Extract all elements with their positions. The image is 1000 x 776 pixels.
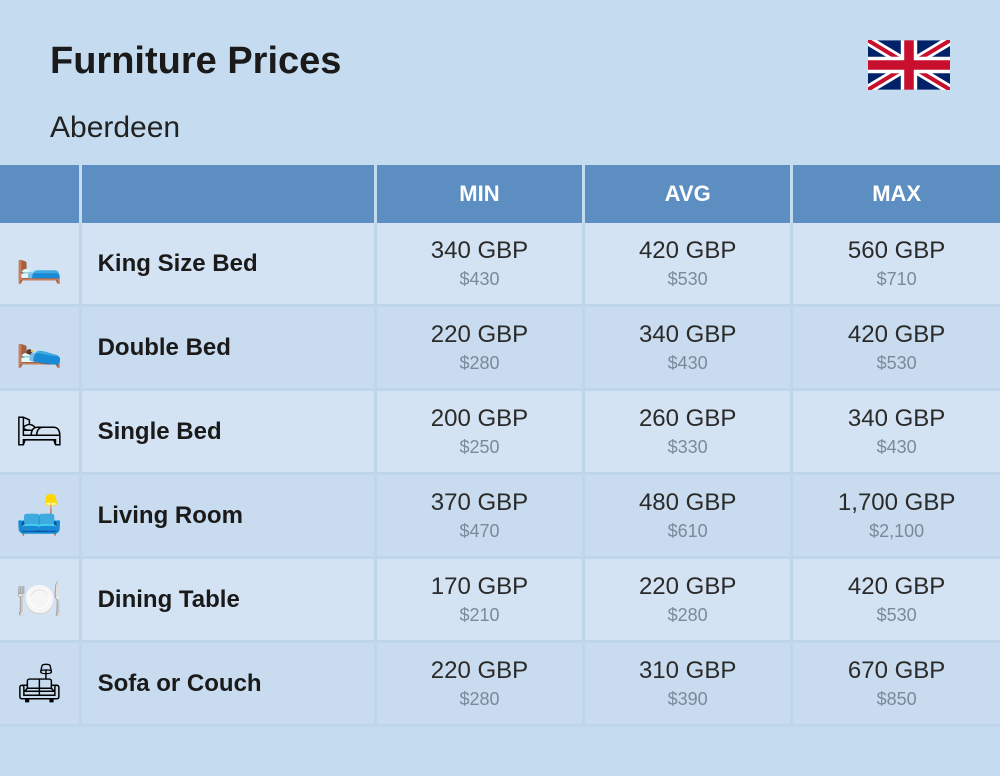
- price-usd: $430: [387, 269, 572, 290]
- table-row: 🛋 Sofa or Couch 220 GBP $280 310 GBP $39…: [0, 642, 1000, 726]
- price-gbp: 340 GBP: [803, 405, 990, 433]
- item-icon: 🛋: [0, 642, 80, 726]
- item-name: Dining Table: [80, 558, 375, 642]
- price-min: 200 GBP $250: [375, 390, 583, 474]
- price-gbp: 670 GBP: [803, 657, 990, 685]
- price-gbp: 370 GBP: [387, 489, 572, 517]
- price-avg: 310 GBP $390: [584, 642, 792, 726]
- price-usd: $210: [387, 605, 572, 626]
- price-usd: $610: [595, 521, 780, 542]
- table-row: 🛌 Double Bed 220 GBP $280 340 GBP $430 4…: [0, 306, 1000, 390]
- price-gbp: 260 GBP: [595, 405, 780, 433]
- header-icon-col: [0, 165, 80, 223]
- item-name: Single Bed: [80, 390, 375, 474]
- item-name: King Size Bed: [80, 223, 375, 306]
- price-max: 340 GBP $430: [792, 390, 1000, 474]
- price-min: 170 GBP $210: [375, 558, 583, 642]
- price-min: 340 GBP $430: [375, 223, 583, 306]
- price-gbp: 220 GBP: [595, 573, 780, 601]
- price-max: 420 GBP $530: [792, 558, 1000, 642]
- price-max: 1,700 GBP $2,100: [792, 474, 1000, 558]
- price-table: MIN AVG MAX 🛏️ King Size Bed 340 GBP $43…: [0, 165, 1000, 727]
- item-icon: 🛏: [0, 390, 80, 474]
- price-usd: $280: [387, 353, 572, 374]
- price-gbp: 420 GBP: [595, 237, 780, 265]
- price-max: 670 GBP $850: [792, 642, 1000, 726]
- price-usd: $710: [803, 269, 990, 290]
- price-min: 220 GBP $280: [375, 642, 583, 726]
- price-usd: $530: [803, 353, 990, 374]
- item-name: Living Room: [80, 474, 375, 558]
- price-gbp: 310 GBP: [595, 657, 780, 685]
- table-row: 🛏 Single Bed 200 GBP $250 260 GBP $330 3…: [0, 390, 1000, 474]
- item-name: Sofa or Couch: [80, 642, 375, 726]
- price-usd: $390: [595, 689, 780, 710]
- price-usd: $330: [595, 437, 780, 458]
- item-icon: 🛏️: [0, 223, 80, 306]
- price-usd: $530: [595, 269, 780, 290]
- price-max: 420 GBP $530: [792, 306, 1000, 390]
- price-gbp: 200 GBP: [387, 405, 572, 433]
- table-row: 🛏️ King Size Bed 340 GBP $430 420 GBP $5…: [0, 223, 1000, 306]
- price-avg: 260 GBP $330: [584, 390, 792, 474]
- price-usd: $530: [803, 605, 990, 626]
- item-icon: 🛋️: [0, 474, 80, 558]
- price-gbp: 560 GBP: [803, 237, 990, 265]
- header-min: MIN: [375, 165, 583, 223]
- price-usd: $850: [803, 689, 990, 710]
- price-avg: 340 GBP $430: [584, 306, 792, 390]
- price-usd: $470: [387, 521, 572, 542]
- item-icon: 🍽️: [0, 558, 80, 642]
- page-header: Furniture Prices Aberdeen: [0, 0, 1000, 165]
- price-usd: $280: [387, 689, 572, 710]
- price-max: 560 GBP $710: [792, 223, 1000, 306]
- price-gbp: 420 GBP: [803, 321, 990, 349]
- table-row: 🍽️ Dining Table 170 GBP $210 220 GBP $28…: [0, 558, 1000, 642]
- page-subtitle: Aberdeen: [50, 111, 341, 145]
- page-title: Furniture Prices: [50, 40, 341, 83]
- header-avg: AVG: [584, 165, 792, 223]
- header-name-col: [80, 165, 375, 223]
- item-icon: 🛌: [0, 306, 80, 390]
- price-min: 220 GBP $280: [375, 306, 583, 390]
- price-avg: 420 GBP $530: [584, 223, 792, 306]
- price-usd: $430: [803, 437, 990, 458]
- header-max: MAX: [792, 165, 1000, 223]
- uk-flag-icon: [868, 40, 950, 90]
- price-usd: $250: [387, 437, 572, 458]
- price-min: 370 GBP $470: [375, 474, 583, 558]
- item-name: Double Bed: [80, 306, 375, 390]
- price-usd: $2,100: [803, 521, 990, 542]
- price-avg: 220 GBP $280: [584, 558, 792, 642]
- price-usd: $430: [595, 353, 780, 374]
- price-gbp: 220 GBP: [387, 657, 572, 685]
- price-avg: 480 GBP $610: [584, 474, 792, 558]
- table-row: 🛋️ Living Room 370 GBP $470 480 GBP $610…: [0, 474, 1000, 558]
- header-row: MIN AVG MAX: [0, 165, 1000, 223]
- price-gbp: 340 GBP: [595, 321, 780, 349]
- price-gbp: 420 GBP: [803, 573, 990, 601]
- price-gbp: 340 GBP: [387, 237, 572, 265]
- price-gbp: 220 GBP: [387, 321, 572, 349]
- price-usd: $280: [595, 605, 780, 626]
- title-block: Furniture Prices Aberdeen: [50, 40, 341, 145]
- price-gbp: 1,700 GBP: [803, 489, 990, 517]
- price-gbp: 170 GBP: [387, 573, 572, 601]
- price-gbp: 480 GBP: [595, 489, 780, 517]
